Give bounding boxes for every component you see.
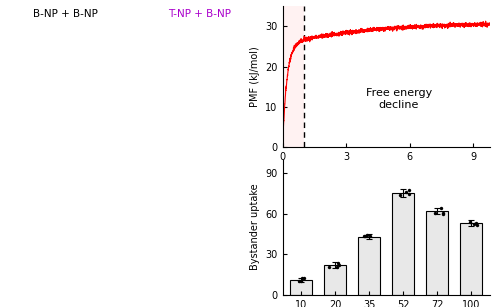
Point [466, 220, 474, 225]
Point [472, 220, 480, 225]
Point [406, 187, 413, 192]
Point [402, 189, 409, 194]
Point [362, 234, 370, 239]
Point [334, 262, 342, 267]
Point [396, 192, 404, 197]
Point [470, 221, 478, 226]
Bar [358, 237, 380, 295]
Bar [460, 223, 482, 295]
Point [360, 234, 368, 239]
Point [333, 264, 341, 269]
Point [298, 276, 306, 281]
Point [472, 222, 480, 227]
Point [405, 192, 413, 197]
Point [298, 278, 306, 283]
Point [294, 279, 302, 284]
Bar [282, 6, 304, 147]
Point [439, 211, 447, 216]
Point [300, 276, 308, 281]
Point [334, 261, 342, 266]
Text: Free energy
decline: Free energy decline [366, 88, 432, 110]
Bar [426, 211, 448, 295]
Point [436, 206, 444, 211]
Text: T-NP + B-NP: T-NP + B-NP [168, 9, 232, 19]
Y-axis label: PMF (kJ/mol): PMF (kJ/mol) [250, 46, 260, 107]
Point [439, 211, 447, 216]
Bar [324, 265, 346, 295]
Bar [290, 280, 312, 295]
Y-axis label: Bystander uptake: Bystander uptake [250, 184, 260, 270]
Point [430, 210, 438, 215]
Point [326, 264, 334, 269]
X-axis label: NP-NP distance (nm): NP-NP distance (nm) [336, 168, 437, 178]
Point [366, 233, 374, 238]
Text: B-NP + B-NP: B-NP + B-NP [32, 9, 98, 19]
Point [362, 233, 370, 238]
Bar [392, 193, 414, 295]
